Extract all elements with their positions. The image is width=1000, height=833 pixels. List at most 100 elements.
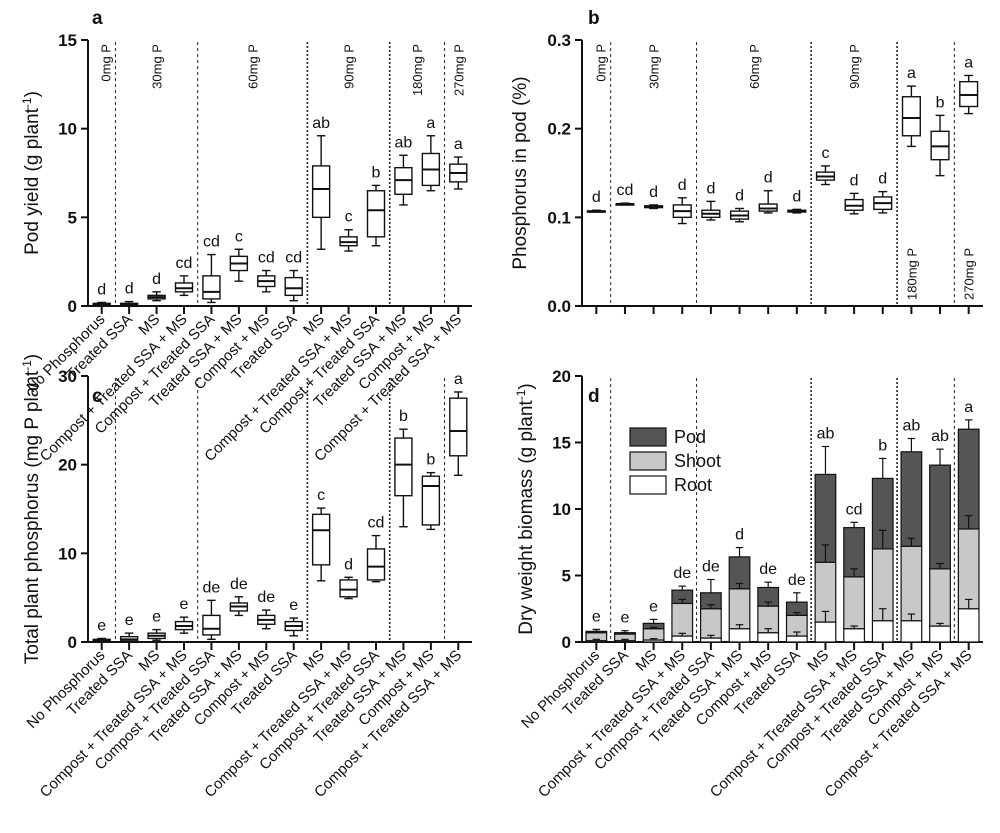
- y-tick-label: 0.0: [547, 297, 571, 316]
- box-body: [202, 275, 221, 300]
- box-9: d: [844, 172, 864, 215]
- group-label: 270mg P: [962, 248, 977, 300]
- significance-letter: e: [649, 598, 658, 615]
- y-tick-label: 0: [68, 633, 77, 652]
- significance-letter: d: [878, 171, 887, 188]
- significance-letter: ab: [902, 418, 920, 435]
- group-label: 30mg P: [150, 44, 165, 89]
- box-12: a: [421, 115, 441, 192]
- significance-letter: de: [673, 565, 691, 582]
- box-10: b: [366, 164, 386, 247]
- significance-letter: de: [759, 561, 777, 578]
- bar-segment-pod: [957, 428, 980, 530]
- significance-letter: a: [454, 371, 463, 388]
- bar-9: cd: [843, 501, 866, 643]
- box-9: c: [339, 209, 358, 252]
- y-tick-label: 10: [552, 500, 571, 519]
- significance-letter: e: [125, 612, 134, 629]
- box-2: d: [644, 184, 664, 210]
- bar-0: e: [585, 608, 608, 643]
- significance-letter: a: [964, 54, 973, 71]
- box-4: d: [701, 180, 721, 221]
- panel-letter-d: d: [588, 386, 600, 407]
- bar-segment-shoot: [957, 528, 980, 610]
- significance-letter: cd: [203, 234, 220, 251]
- significance-letter: d: [152, 271, 161, 288]
- box-body: [202, 614, 221, 636]
- bar-3: de: [671, 565, 694, 643]
- significance-letter: d: [649, 184, 658, 201]
- bar-segment-root: [757, 632, 780, 643]
- y-tick-label: 0.2: [547, 120, 571, 139]
- box-body: [421, 475, 441, 526]
- y-tick-label: 5: [68, 208, 77, 227]
- box-13: a: [449, 136, 468, 190]
- y-axis-label: Dry weight biomass (g plant-1): [514, 383, 537, 634]
- significance-letter: cd: [368, 515, 385, 532]
- bar-segment-root: [671, 635, 694, 643]
- bar-5: d: [728, 527, 751, 643]
- box-body: [339, 579, 358, 598]
- legend: Pod Shoot Root: [629, 427, 721, 495]
- significance-letter: cd: [617, 182, 634, 199]
- box-11: ab: [394, 134, 413, 206]
- box-0: d: [92, 281, 111, 306]
- bar-segment-root: [871, 620, 894, 643]
- significance-letter: a: [907, 65, 916, 82]
- panel-letter-c: c: [92, 386, 103, 407]
- significance-letter: a: [964, 399, 973, 416]
- box-0: e: [92, 617, 111, 642]
- box-11: a: [901, 65, 921, 148]
- group-label: 180mg P: [904, 248, 919, 300]
- significance-letter: cd: [846, 501, 863, 518]
- significance-letter: d: [850, 172, 859, 189]
- significance-letter: cd: [176, 255, 193, 272]
- significance-letter: ab: [395, 134, 413, 151]
- box-8: ab: [311, 115, 331, 250]
- bar-segment-root: [843, 628, 866, 643]
- box-12: b: [421, 452, 441, 531]
- significance-letter: d: [764, 170, 773, 187]
- box-8: c: [815, 145, 836, 186]
- box-12: b: [930, 94, 950, 177]
- y-tick-label: 0: [68, 297, 77, 316]
- significance-letter: d: [592, 189, 601, 206]
- significance-letter: a: [426, 115, 435, 132]
- significance-letter: d: [792, 188, 801, 205]
- legend-swatch-root: [629, 475, 667, 495]
- y-tick-label: 5: [562, 567, 571, 586]
- box-body: [366, 548, 386, 581]
- y-tick-label: 30: [58, 367, 77, 386]
- bar-13: a: [957, 399, 980, 643]
- significance-letter: d: [97, 281, 106, 298]
- bar-segment-root: [900, 620, 923, 643]
- group-label: 90mg P: [342, 44, 357, 89]
- significance-letter: e: [621, 610, 630, 627]
- group-label: 270mg P: [451, 44, 466, 96]
- significance-letter: c: [317, 487, 325, 504]
- box-11: b: [394, 408, 413, 528]
- box-10: cd: [366, 515, 386, 583]
- y-axis-label: Pod yield (g plant-1): [20, 91, 43, 255]
- bar-segment-root: [728, 628, 751, 643]
- box-10: d: [873, 171, 893, 214]
- significance-letter: e: [592, 608, 601, 625]
- box-body: [366, 190, 386, 238]
- box-body: [311, 513, 331, 566]
- bar-segment-root: [957, 608, 980, 643]
- significance-letter: e: [289, 597, 298, 614]
- y-tick-label: 0: [562, 633, 571, 652]
- panel-letter-a: a: [92, 8, 103, 29]
- box-7: cd: [284, 250, 303, 302]
- significance-letter: e: [97, 617, 106, 634]
- significance-letter: b: [372, 164, 381, 181]
- y-axis-label: Phosphorus in pod (%): [510, 76, 531, 269]
- bar-segment-pod: [929, 464, 951, 570]
- significance-letter: b: [936, 94, 945, 111]
- significance-letter: d: [125, 281, 134, 298]
- significance-letter: b: [399, 408, 408, 425]
- group-label: 90mg P: [847, 44, 862, 89]
- significance-letter: a: [454, 136, 463, 153]
